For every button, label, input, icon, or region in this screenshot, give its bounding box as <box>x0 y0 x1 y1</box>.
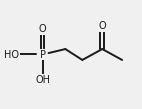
Text: O: O <box>98 21 106 31</box>
Text: P: P <box>40 49 46 60</box>
Text: O: O <box>39 24 46 34</box>
Text: HO: HO <box>4 49 19 60</box>
Text: OH: OH <box>35 75 50 85</box>
